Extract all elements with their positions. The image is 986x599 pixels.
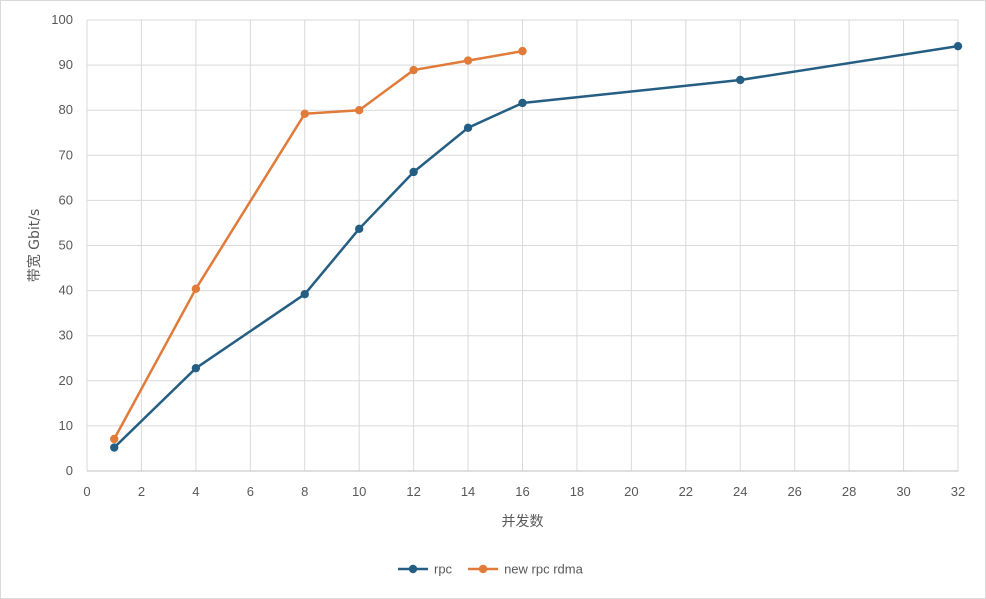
- y-axis-title: 带宽 Gbit/s: [26, 209, 43, 283]
- data-point: [300, 290, 309, 299]
- data-point: [354, 106, 364, 115]
- x-tick-label: 14: [461, 484, 475, 499]
- y-tick-label: 100: [51, 12, 73, 27]
- data-point: [300, 109, 309, 119]
- data-point: [110, 434, 119, 444]
- x-tick-label: 32: [951, 484, 965, 499]
- data-point: [463, 56, 473, 65]
- data-point: [110, 443, 119, 452]
- data-point: [953, 41, 963, 51]
- legend: rpc new rpc rdma: [398, 562, 584, 577]
- y-tick-label: 40: [59, 283, 73, 298]
- data-point: [409, 65, 418, 75]
- grid-lines: [86, 19, 959, 472]
- x-tick-label: 18: [570, 484, 584, 499]
- x-axis-title: 并发数: [502, 514, 544, 530]
- series-group: [110, 41, 963, 452]
- data-point: [191, 363, 201, 373]
- data-point: [191, 284, 201, 293]
- x-tick-label: 6: [247, 484, 254, 499]
- x-tick-label: 20: [624, 484, 638, 499]
- y-tick-label: 60: [59, 192, 73, 207]
- data-point: [354, 224, 364, 234]
- x-tick-label: 26: [787, 484, 801, 499]
- data-point: [518, 98, 527, 108]
- x-tick-label: 28: [842, 484, 856, 499]
- y-tick-label: 70: [59, 147, 73, 162]
- x-tick-label: 8: [301, 484, 308, 499]
- y-tick-label: 80: [59, 102, 73, 117]
- legend-label-1: rpc: [434, 562, 453, 577]
- legend-label-2: new rpc rdma: [504, 562, 584, 577]
- legend-swatch-marker: [478, 564, 488, 574]
- y-tick-label: 30: [59, 328, 73, 343]
- x-tick-label: 4: [192, 484, 199, 499]
- y-tick-label: 20: [59, 373, 73, 388]
- x-tick-label: 12: [406, 484, 420, 499]
- data-point: [518, 46, 527, 56]
- data-point: [409, 167, 418, 177]
- x-tick-label: 16: [515, 484, 529, 499]
- x-tick-label: 22: [679, 484, 693, 499]
- y-tick-label: 90: [59, 57, 73, 72]
- x-tick-label: 10: [352, 484, 366, 499]
- y-tick-label: 10: [59, 418, 73, 433]
- data-point: [736, 75, 745, 85]
- x-tick-label: 2: [138, 484, 145, 499]
- y-tick-label: 50: [59, 238, 73, 253]
- series-line-1: [113, 44, 959, 449]
- legend-swatch-marker: [408, 564, 418, 574]
- data-point: [463, 123, 473, 132]
- x-tick-label: 30: [896, 484, 910, 499]
- x-tick-label: 24: [733, 484, 747, 499]
- y-tick-label: 0: [66, 463, 73, 478]
- x-tick-label: 0: [83, 484, 90, 499]
